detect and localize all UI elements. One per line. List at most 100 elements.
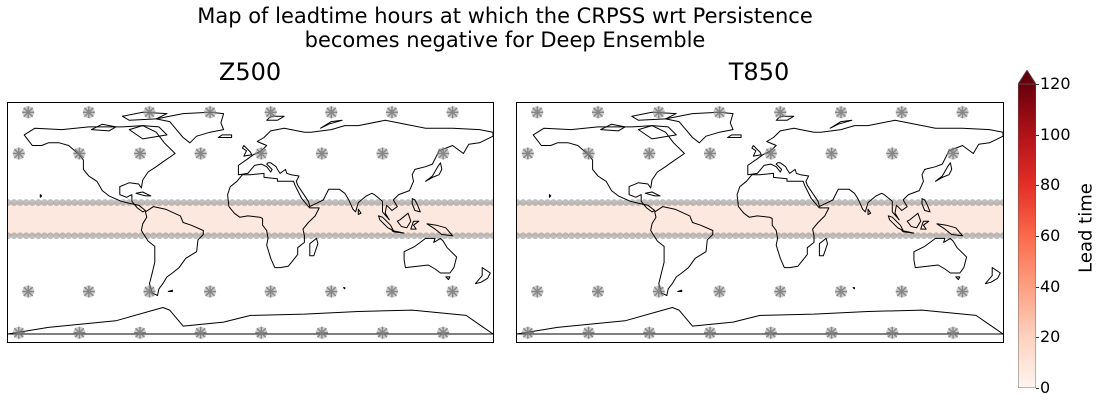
colorbar-extend-arrow <box>1018 70 1036 85</box>
t850-coast-great-britain <box>751 145 762 157</box>
z500-coast-novaya-zemlya <box>320 119 343 129</box>
figure-title: Map of leadtime hours at which the CRPSS… <box>0 4 1010 52</box>
t850-coast-java <box>901 230 915 234</box>
t850-stipple-marker <box>582 147 595 160</box>
z500-stipple-marker <box>446 106 459 119</box>
z500-stipple-marker <box>12 326 25 339</box>
z500-coast-philippines <box>411 198 421 213</box>
colorbar-tick-mark <box>1036 337 1039 339</box>
figure-title-line-2: becomes negative for Deep Ensemble <box>304 28 706 52</box>
z500-coast-japan <box>425 162 443 182</box>
z500-coast-sri-lanka <box>357 208 362 215</box>
t850-coast-borneo <box>906 212 922 229</box>
z500-band-edge-stipple-0 <box>8 199 493 206</box>
t850-stipple-marker <box>704 326 717 339</box>
z500-coast-victoria-island <box>91 123 117 132</box>
t850-stipple-marker <box>521 326 534 339</box>
z500-coast-iceland <box>217 134 233 138</box>
t850-coast-antarctica <box>517 307 1003 335</box>
z500-stipple-marker <box>255 326 268 339</box>
panel-title-z500: Z500 <box>218 58 282 86</box>
z500-coast-north-america <box>23 125 176 213</box>
t850-stipple-marker <box>643 326 656 339</box>
t850-stipple-marker <box>531 106 544 119</box>
z500-coast-java <box>391 230 405 234</box>
t850-stipple-marker <box>764 326 777 339</box>
z500-coast-australia <box>403 237 458 274</box>
t850-coast-baffin <box>638 125 677 140</box>
t850-coast-falklands <box>677 289 683 292</box>
t850-coast-cuba <box>644 191 661 197</box>
t850-stipple-marker <box>774 106 787 119</box>
t850-stipple-marker <box>825 326 838 339</box>
t850-stipple-marker <box>835 106 847 119</box>
t850-coast-greenland <box>665 111 734 144</box>
z500-stipple-marker <box>143 106 156 119</box>
z500-coast-falklands <box>167 289 173 292</box>
t850-coast-svalbard <box>775 115 795 121</box>
z500-stipple-marker <box>315 147 328 160</box>
z500-stipple-marker <box>376 147 389 160</box>
z500-coast-sulawesi <box>410 220 420 230</box>
t850-stipple-marker <box>643 147 656 160</box>
t850-coast-sulawesi <box>920 220 930 230</box>
t850-coast-philippines <box>921 198 931 213</box>
z500-coast-cuba <box>135 191 152 197</box>
colorbar-tick-label: 80 <box>1040 175 1061 195</box>
t850-coast-australia <box>913 237 968 274</box>
t850-tropical-band <box>517 202 1003 236</box>
t850-coast-new-zealand <box>984 267 1001 285</box>
z500-coast-antarctica <box>8 307 493 335</box>
t850-stipple-marker <box>956 106 969 119</box>
colorbar-tick-mark <box>1036 84 1039 85</box>
t850-stipple-marker <box>895 285 908 298</box>
z500-stipple-marker <box>385 106 398 119</box>
z500-coast-tasmania <box>445 276 451 281</box>
t850-coast-kerguelen <box>852 287 855 290</box>
t850-stipple-marker <box>947 326 960 339</box>
t850-stipple-marker <box>592 285 604 298</box>
t850-coast-madagascar <box>818 237 828 257</box>
t850-coast-eurasia <box>747 119 1003 221</box>
colorbar-tick-mark <box>1036 286 1039 288</box>
t850-map-panel <box>516 102 1004 343</box>
t850-stipple-marker <box>592 106 604 119</box>
t850-coast-south-america <box>650 206 714 296</box>
z500-stipple-marker <box>376 326 389 339</box>
colorbar-tick-mark <box>1036 388 1039 389</box>
z500-stipple-marker <box>255 147 268 160</box>
panel-title-t850: T850 <box>728 58 790 86</box>
t850-coast-japan <box>935 162 953 182</box>
t850-coast-victoria-island <box>600 123 626 132</box>
z500-tropical-band <box>8 202 493 236</box>
t850-stipple-marker <box>652 106 665 119</box>
z500-coast-hawaii <box>39 194 43 198</box>
t850-coast-novaya-zemlya <box>829 119 853 129</box>
z500-stipple-marker <box>194 147 207 160</box>
z500-stipple-marker <box>12 147 25 160</box>
colorbar-tick-label: 40 <box>1040 276 1061 296</box>
colorbar-tick-label: 120 <box>1040 74 1071 93</box>
z500-coast-great-britain <box>241 145 253 157</box>
z500-stipple-marker <box>82 285 95 298</box>
z500-stipple-marker <box>82 106 95 119</box>
z500-stipple-marker <box>73 147 86 160</box>
colorbar-tick-label: 0 <box>1040 378 1051 397</box>
z500-map-panel <box>7 102 494 343</box>
z500-stipple-marker <box>134 326 147 339</box>
t850-stipple-marker <box>531 285 544 298</box>
z500-coast-greenland <box>155 111 225 144</box>
t850-stipple-marker <box>713 106 726 119</box>
z500-coast-africa <box>227 172 320 269</box>
t850-stipple-marker <box>835 285 847 298</box>
t850-stipple-marker <box>521 147 534 160</box>
t850-coast-hawaii <box>548 194 552 198</box>
t850-coast-iceland <box>727 134 742 138</box>
t850-stipple-marker <box>704 147 717 160</box>
t850-coast-north-america <box>532 125 685 213</box>
z500-stipple-marker <box>264 285 277 298</box>
t850-coast-sri-lanka <box>867 208 872 215</box>
t850-band-edge-stipple-0 <box>517 199 1003 206</box>
z500-band-edge-stipple-1 <box>8 232 493 240</box>
t850-stipple-marker <box>895 106 908 119</box>
